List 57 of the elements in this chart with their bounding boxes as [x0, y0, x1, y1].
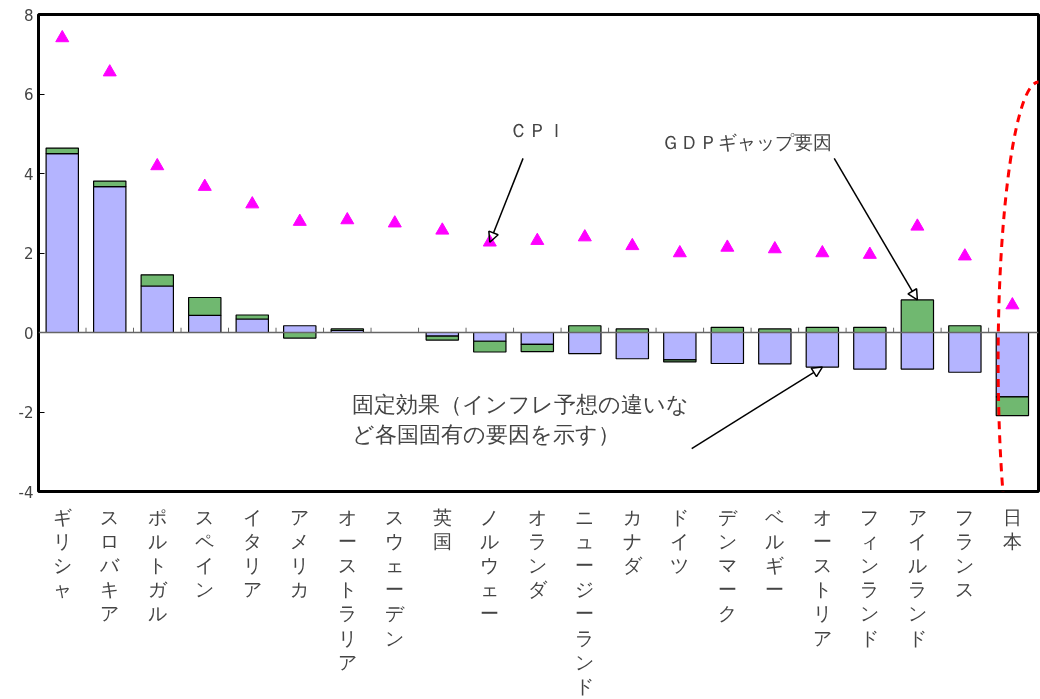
x-tick-label: 日本	[1002, 505, 1022, 552]
point	[387, 215, 402, 228]
x-tick-label: ニュージーランド	[575, 505, 595, 697]
point	[530, 232, 545, 245]
x-tick-label: 英国	[432, 505, 452, 552]
point	[720, 239, 735, 252]
point	[435, 222, 450, 235]
x-tick-label: オーストリア	[812, 505, 832, 649]
bar	[615, 331, 650, 360]
bar	[663, 331, 697, 361]
point	[292, 213, 307, 226]
point	[815, 244, 830, 258]
bar	[425, 335, 460, 341]
bar	[710, 331, 745, 365]
y-tick-label: 8	[23, 6, 34, 25]
annotation: ＣＰＩ	[508, 118, 566, 141]
point	[957, 248, 972, 261]
point	[1005, 297, 1020, 310]
x-tick-label: フランス	[955, 505, 975, 601]
x-tick-label: ドイツ	[670, 505, 690, 576]
x-tick-label: オーストラリア	[337, 505, 357, 673]
x-tick-label: ギリシャ	[52, 505, 72, 601]
x-tick-label: スペイン	[195, 505, 215, 601]
point	[150, 157, 165, 171]
y-tick-label: -4	[18, 483, 34, 502]
x-tick-label: ポルトガル	[147, 505, 168, 625]
x-tick-label: アイルランド	[907, 505, 927, 649]
point	[577, 229, 592, 242]
x-tick-label: スウェーデン	[385, 505, 406, 649]
point	[102, 64, 117, 77]
x-tick-label: フィンランド	[860, 505, 880, 649]
x-tick-label: オランダ	[527, 505, 548, 601]
x-tick-label: カナダ	[622, 505, 643, 576]
x-tick-label: イタリア	[242, 505, 262, 601]
x-tick-label: デンマーク	[717, 505, 738, 625]
x-tick-label: スロバキア	[99, 505, 121, 625]
point	[910, 218, 925, 231]
x-tick-label: アメリカ	[290, 505, 310, 601]
bar	[758, 331, 792, 365]
y-tick-label: 6	[23, 86, 34, 104]
y-tick-label: 0	[23, 324, 34, 343]
y-tick-label: 4	[23, 165, 34, 184]
x-tick-label: ベルギー	[765, 505, 785, 601]
point	[767, 241, 782, 254]
point	[862, 246, 877, 259]
point	[55, 29, 70, 43]
y-tick-label: -2	[18, 404, 34, 422]
point	[625, 237, 640, 251]
point	[340, 212, 355, 225]
annotation: 固定効果（インフレ予想の違いなど各国固有の要因を示す）	[352, 391, 690, 447]
annotation: ＧＤＰギャップ要因	[660, 130, 832, 153]
point	[197, 178, 212, 191]
bar	[853, 331, 887, 370]
point	[672, 244, 687, 258]
point	[245, 196, 260, 209]
y-tick-label: 2	[23, 245, 34, 263]
x-tick-label: ノルウェー	[480, 505, 500, 625]
